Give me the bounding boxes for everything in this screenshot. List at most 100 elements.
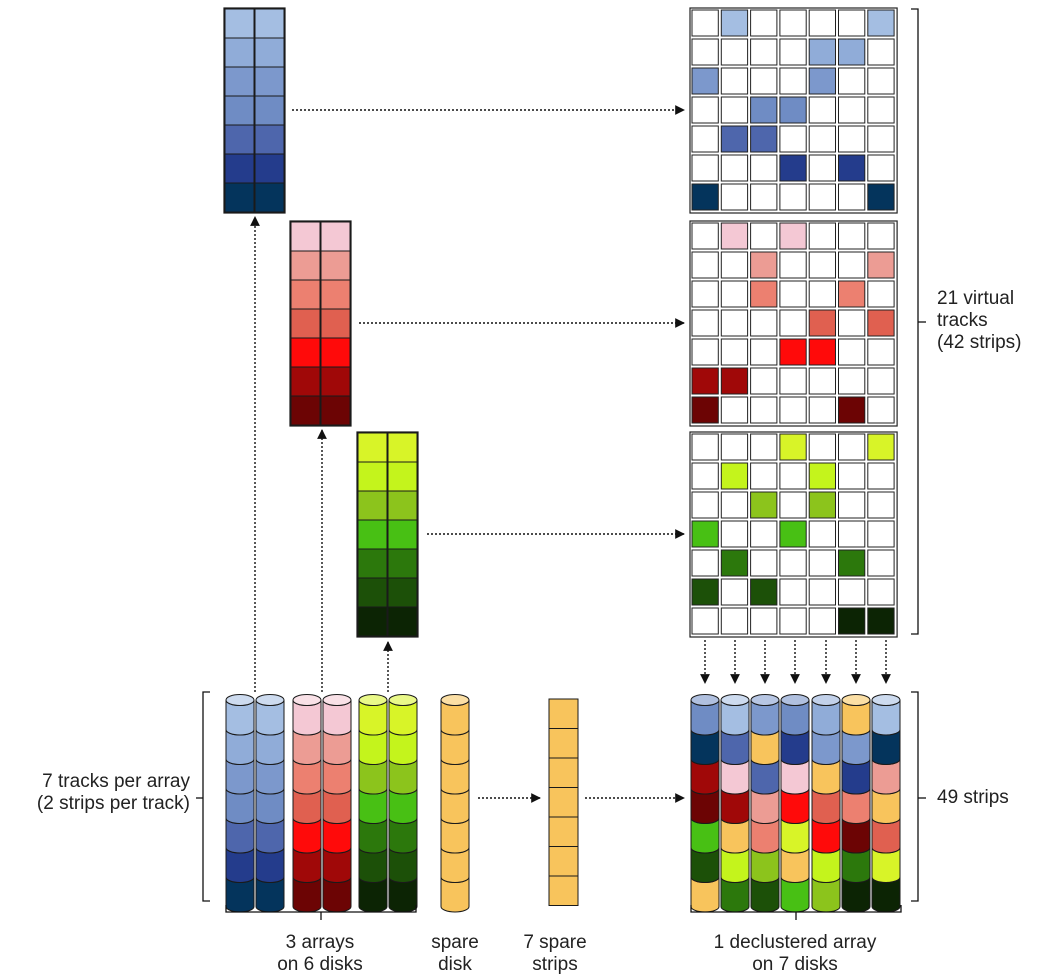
cylinder-segment — [720, 729, 750, 765]
cylinder-segment — [388, 758, 418, 795]
brackets — [196, 8, 926, 920]
green-array-strip — [357, 432, 388, 463]
green-array-strip — [357, 548, 388, 579]
red-virtual-strip — [838, 338, 866, 366]
spare-strip — [548, 787, 579, 818]
declustered-disk — [841, 694, 871, 913]
cylinder-segment — [255, 758, 285, 795]
arrays-line2: on 6 disks — [277, 954, 363, 975]
red-virtual-strip — [838, 309, 866, 337]
flow-arrows — [250, 105, 891, 803]
cylinder-segment — [690, 817, 720, 854]
green-virtual-strip — [838, 520, 866, 548]
blue-virtual-strip — [691, 38, 719, 66]
cylinder-top — [720, 694, 750, 706]
declustered-disk — [720, 694, 750, 913]
red-grid-outline — [689, 220, 898, 427]
tracks-per-array-line1: 7 tracks per array — [42, 771, 190, 792]
red-virtual-strip — [750, 222, 778, 250]
source-array-strips — [223, 7, 579, 906]
green-array-strip — [387, 490, 418, 521]
green-virtual-strip — [838, 491, 866, 519]
tracks-per-array-label: 7 tracks per array (2 strips per track) — [0, 771, 190, 815]
blue-virtual-strip — [838, 96, 866, 124]
spare-strips-label: 7 spare strips — [510, 932, 600, 976]
red-virtual-strip — [867, 309, 895, 337]
blue-virtual-strip — [691, 96, 719, 124]
cylinder-segment — [811, 699, 841, 736]
red-array-strip — [320, 366, 351, 397]
green-array-strip — [387, 548, 418, 579]
cylinder-segment — [225, 817, 255, 854]
cylinder-segment — [388, 847, 418, 883]
cylinder-segment — [811, 817, 841, 854]
spare-disk-line1: spare — [431, 932, 479, 953]
spare-strip — [548, 816, 579, 847]
blue-virtual-strip — [867, 183, 895, 211]
red-virtual-strip — [779, 309, 807, 337]
green-virtual-strip — [691, 462, 719, 490]
green-virtual-strip — [808, 607, 837, 635]
blue-virtual-strip — [779, 9, 807, 37]
blue-virtual-strip — [750, 125, 778, 153]
spare-strip — [548, 728, 579, 759]
cylinder-segment — [780, 788, 810, 824]
green-virtual-strip — [808, 578, 837, 606]
blue-virtual-strip — [867, 9, 895, 37]
green-virtual-strip — [720, 549, 749, 577]
blue-virtual-strip — [779, 125, 807, 153]
cylinder-top — [255, 694, 285, 706]
cylinder-top — [811, 694, 841, 706]
blue-virtual-strip — [808, 183, 837, 211]
blue-virtual-strip — [720, 67, 749, 95]
green-virtual-strip — [691, 607, 719, 635]
red-array-strip — [320, 221, 351, 252]
red-virtual-strip — [691, 251, 719, 279]
green-virtual-strip — [808, 462, 837, 490]
strips-49-bracket — [911, 691, 919, 902]
blue-virtual-strip — [691, 125, 719, 153]
cylinder-segment — [690, 729, 720, 765]
blue-virtual-strip — [867, 125, 895, 153]
red-virtual-strip — [838, 222, 866, 250]
red-virtual-strip — [750, 309, 778, 337]
cylinder-segment — [720, 847, 750, 883]
red-virtual-strip — [808, 367, 837, 395]
left-array-bracket — [202, 691, 210, 902]
green-virtual-strip — [691, 578, 719, 606]
red-virtual-strip — [838, 367, 866, 395]
cylinder-segment — [358, 847, 388, 883]
blue-virtual-strip — [808, 96, 837, 124]
green-virtual-strip — [867, 578, 895, 606]
red-virtual-strip — [720, 309, 749, 337]
cylinder-segment — [841, 817, 871, 854]
red-virtual-strip — [691, 309, 719, 337]
cylinder-segment — [255, 847, 285, 883]
cylinder-segment — [780, 847, 810, 883]
green-disk — [388, 694, 418, 913]
blue-virtual-strip — [867, 96, 895, 124]
virtual-tracks-label: 21 virtual tracks (42 strips) — [937, 288, 1043, 354]
blue-virtual-strip — [867, 38, 895, 66]
green-virtual-strip — [867, 549, 895, 577]
virtual-line1: 21 virtual — [937, 288, 1015, 309]
green-grid-outline — [689, 431, 898, 638]
blue-array-strip — [254, 153, 285, 184]
cylinder-segment — [750, 729, 780, 765]
red-virtual-strip — [808, 309, 837, 337]
blue-virtual-strip — [779, 154, 807, 182]
cylinder-top — [780, 694, 810, 706]
blue-virtual-strip — [750, 154, 778, 182]
green-array-outline — [356, 431, 419, 638]
red-virtual-strip — [720, 280, 749, 308]
cylinder-segment — [292, 758, 322, 795]
green-virtual-strip — [867, 607, 895, 635]
cylinder-top — [388, 694, 418, 706]
green-array-strip — [357, 606, 388, 637]
blue-array-strip — [224, 182, 255, 213]
declustered-array-label: 1 declustered array on 7 disks — [680, 932, 910, 976]
spare-strips-line1: 7 spare — [523, 932, 587, 953]
red-array-strip — [320, 337, 351, 368]
blue-virtual-strip — [838, 9, 866, 37]
red-virtual-strip — [720, 222, 749, 250]
